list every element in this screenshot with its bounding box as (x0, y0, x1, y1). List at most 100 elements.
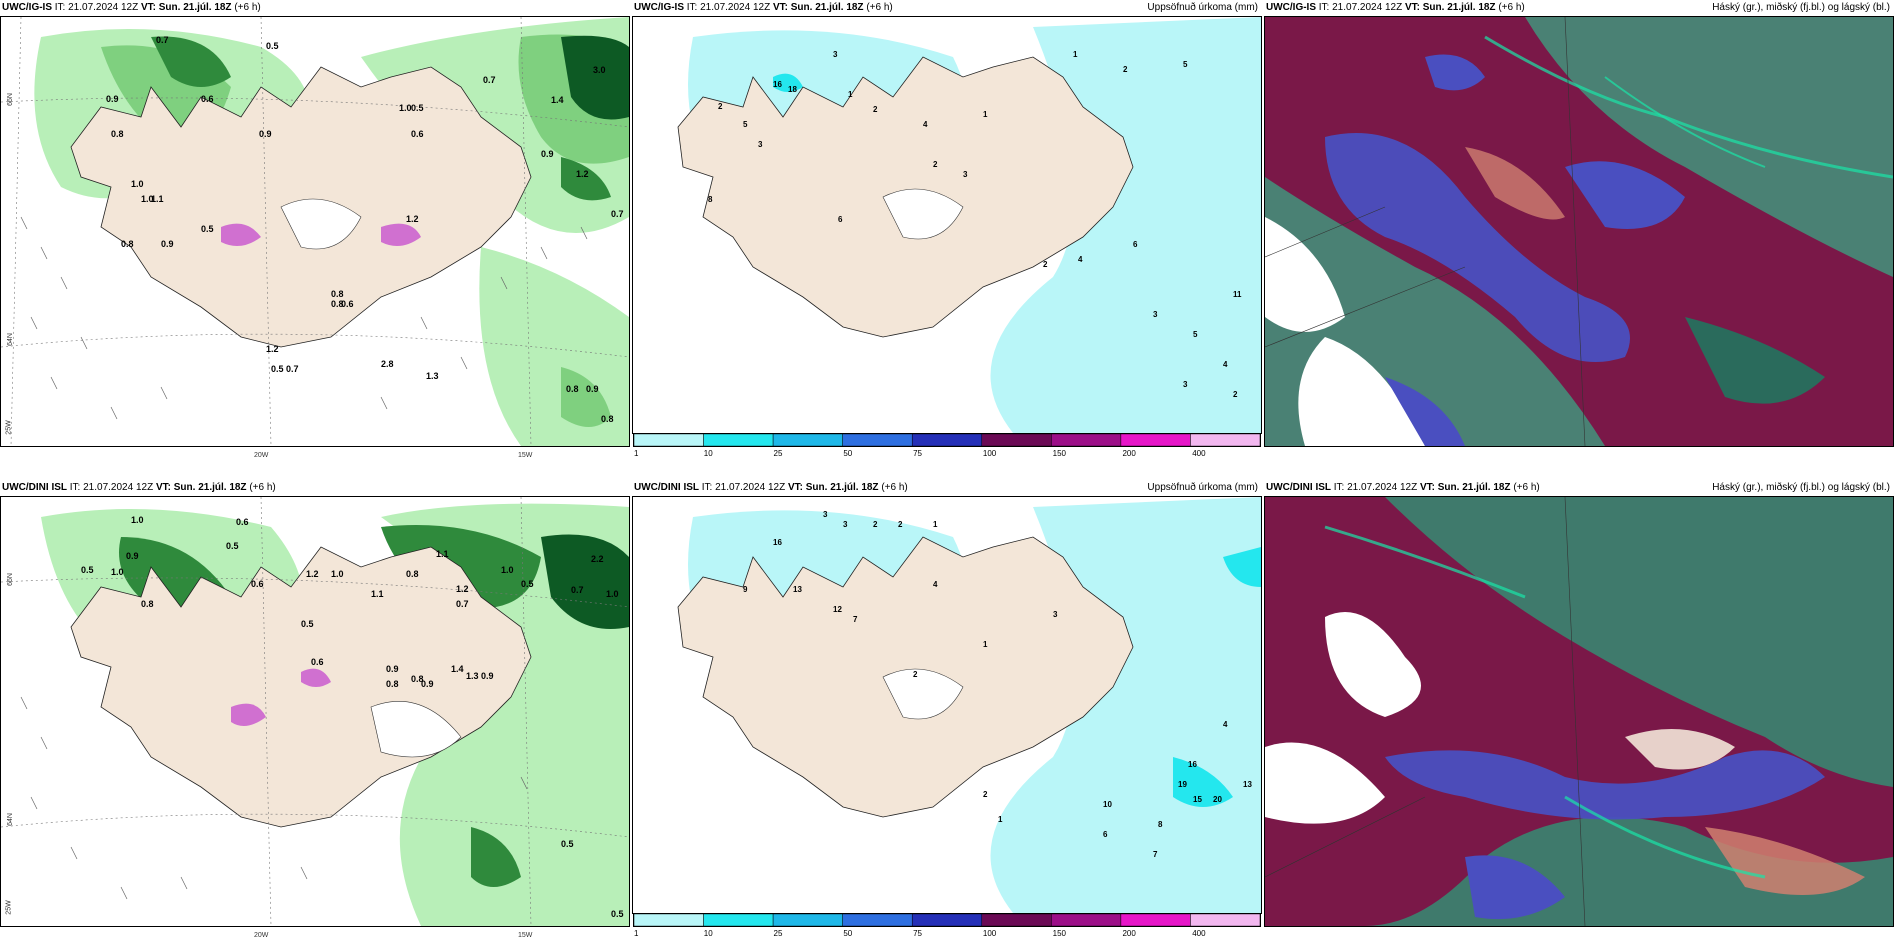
colorbar-segment (911, 914, 983, 926)
precip-value: 16 (1188, 760, 1197, 769)
precip-value: 0.9 (161, 239, 174, 249)
lon-label: 15W (518, 452, 533, 459)
precip-value: 2.2 (591, 554, 604, 564)
colorbar-segment (772, 434, 843, 446)
panel-title: Háský (gr.), miðský (fj.bl.) og lágský (… (1712, 482, 1890, 493)
colorbar-segment (981, 434, 1052, 446)
cloud-cover-panel-dini: UWC/DINI ISL IT: 21.07.2024 12Z VT: Sun.… (1264, 480, 1894, 927)
colorbar-segment (842, 434, 913, 446)
precip-values: 3 3 2 2 1 16 13 12 9 7 4 2 1 3 16 19 15 … (743, 510, 1252, 859)
lat-label: 64N (6, 813, 14, 826)
precip-value: 9 (743, 585, 748, 594)
cloud-field (1265, 497, 1893, 926)
panel-header: UWC/IG-IS IT: 21.07.2024 12Z VT: Sun. 21… (1264, 0, 1894, 16)
panel-title: Uppsöfnuð úrkoma (mm) (1147, 482, 1258, 493)
colorbar-label: 100 (982, 449, 997, 458)
map-canvas: 1.0 0.6 0.5 0.9 1.0 0.5 0.8 0.6 1.2 1.0 … (1, 497, 629, 926)
precip-value: 0.8 (331, 299, 344, 309)
precip-value: 0.6 (201, 94, 214, 104)
precip-value: 0.8 (386, 679, 399, 689)
precip-colorbar (633, 913, 1261, 927)
precip-value: 3 (823, 510, 828, 519)
lon-label: 20W (254, 452, 269, 459)
precip-value: 13 (1243, 780, 1252, 789)
lon-label: 25W (5, 900, 13, 915)
wind-precip-map[interactable]: 0.7 0.5 0.8 0.9 1.0 0.6 0.9 1.0 0.7 0.5 … (0, 16, 630, 447)
precip-value: 1.0 (606, 589, 619, 599)
precip-value: 16 (773, 80, 782, 89)
precip-value: 0.5 (266, 41, 279, 51)
accumulated-precip-panel-igis: UWC/IG-IS IT: 21.07.2024 12Z VT: Sun. 21… (632, 0, 1262, 458)
lat-label: 66N (6, 573, 14, 586)
precip-value: 0.5 (301, 619, 314, 629)
panel-title: Uppsöfnuð úrkoma (mm) (1147, 2, 1258, 13)
lon-label: 25W (5, 420, 13, 435)
precip-value: 3 (833, 50, 838, 59)
precip-value: 1.0 (111, 567, 124, 577)
colorbar-segment (1190, 914, 1260, 926)
model-source: UWC/IG-IS (634, 2, 684, 13)
colorbar-segment (1120, 914, 1191, 926)
precip-value: 1.2 (306, 569, 319, 579)
precip-value: 1 (933, 520, 938, 529)
glacier (882, 668, 964, 720)
lead-time: (+6 h) (1498, 2, 1525, 13)
precip-value: 0.8 (111, 129, 124, 139)
colorbar-label: 150 (1052, 929, 1067, 938)
precip-value: 0.9 (541, 149, 554, 159)
panel-header: UWC/DINI ISL IT: 21.07.2024 12Z VT: Sun.… (1264, 480, 1894, 496)
precip-value: 1.0 (501, 565, 514, 575)
wind-precip-panel-igis: UWC/IG-IS IT: 21.07.2024 12Z VT: Sun. 21… (0, 0, 630, 459)
precip-value: 2 (913, 670, 918, 679)
valid-time: VT: Sun. 21.júl. 18Z (140, 2, 232, 13)
heavy-precip-cell (221, 223, 261, 246)
precip-value: 0.5 (201, 224, 214, 234)
precip-value: 0.5 (226, 541, 239, 551)
lat-label: 64N (6, 333, 14, 346)
precip-value: 0.7 (286, 364, 299, 374)
model-source: UWC/IG-IS (1266, 2, 1316, 13)
cloud-cover-map[interactable] (1264, 16, 1894, 447)
precip-value: 3.0 (593, 65, 606, 75)
precip-value: 0.6 (251, 579, 264, 589)
precip-value: 0.9 (126, 551, 139, 561)
panel-title: Háský (gr.), miðský (fj.bl.) og lágský (… (1712, 2, 1890, 13)
panel-header: UWC/IG-IS IT: 21.07.2024 12Z VT: Sun. 21… (0, 0, 630, 16)
accumulated-precip-map[interactable]: 3 3 2 2 1 16 13 12 9 7 4 2 1 3 16 19 15 … (632, 496, 1262, 914)
precip-value: 3 (843, 520, 848, 529)
precip-value: 0.6 (236, 517, 249, 527)
colorbar-label: 25 (773, 449, 783, 458)
wind-barbs (20, 216, 588, 420)
glacier (882, 188, 964, 240)
colorbar-segment (772, 914, 843, 926)
precip-value: 0.5 (521, 579, 534, 589)
panel-header: UWC/IG-IS IT: 21.07.2024 12Z VT: Sun. 21… (632, 0, 1262, 16)
colorbar-label: 150 (1052, 449, 1067, 458)
precip-value: 0.9 (421, 679, 434, 689)
precip-value: 11 (1233, 290, 1242, 299)
precip-value: 0.5 (271, 364, 284, 374)
wind-precip-map[interactable]: 1.0 0.6 0.5 0.9 1.0 0.5 0.8 0.6 1.2 1.0 … (0, 496, 630, 927)
accumulated-precip-map[interactable]: 3 16 18 2 5 3 1 2 8 6 4 1 2 3 1 2 5 11 4… (632, 16, 1262, 434)
colorbar-label: 50 (843, 929, 853, 938)
precip-value: 5 (743, 120, 748, 129)
valid-time: VT: Sun. 21.júl. 18Z (787, 482, 879, 493)
valid-time: VT: Sun. 21.júl. 18Z (772, 2, 864, 13)
precip-value: 1 (1073, 50, 1078, 59)
graticule (1265, 17, 1586, 446)
precip-value: 0.8 (331, 289, 344, 299)
precip-value: 0.8 (411, 674, 424, 684)
cloud-cover-map[interactable] (1264, 496, 1894, 927)
precip-value: 4 (1078, 255, 1083, 264)
init-time: IT: 21.07.2024 12Z (54, 2, 139, 13)
precip-value: 2 (933, 160, 938, 169)
colorbar-segment (634, 914, 704, 926)
panel-header: UWC/DINI ISL IT: 21.07.2024 12Z VT: Sun.… (0, 480, 630, 496)
colorbar-segment (1120, 434, 1191, 446)
precip-value: 1 (983, 640, 988, 649)
model-source: UWC/DINI ISL (634, 482, 699, 493)
precip-value: 1.0 (141, 194, 154, 204)
colorbar-segment (703, 914, 774, 926)
map-canvas: 3 16 18 2 5 3 1 2 8 6 4 1 2 3 1 2 5 11 4… (633, 17, 1261, 433)
precip-value: 1 (998, 815, 1003, 824)
